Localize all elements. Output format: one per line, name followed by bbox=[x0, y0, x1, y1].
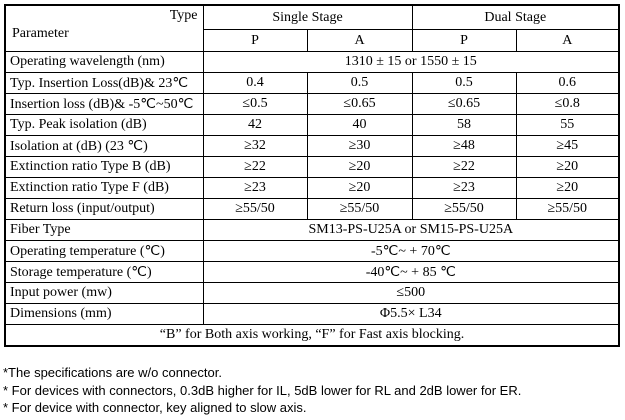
parameter-label: Parameter bbox=[12, 26, 69, 41]
param-label-cell: Operating wavelength (nm) bbox=[4, 51, 204, 73]
value-cell: 0.6 bbox=[515, 72, 620, 94]
value-cell: ≥30 bbox=[306, 135, 413, 157]
merged-value-cell: -5℃~ + 70℃ bbox=[202, 240, 620, 262]
param-label-cell: Storage temperature (℃) bbox=[4, 261, 204, 283]
value-cell: ≥55/50 bbox=[202, 198, 308, 220]
merged-value-cell: SM13-PS-U25A or SM15-PS-U25A bbox=[202, 219, 620, 241]
merged-value-cell: 1310 ± 15 or 1550 ± 15 bbox=[202, 51, 620, 73]
value-cell: 42 bbox=[202, 114, 308, 136]
param-label-cell: Operating temperature (℃) bbox=[4, 240, 204, 262]
footnote-line: * For device with connector, key aligned… bbox=[3, 400, 307, 415]
col-group-single-stage: Single Stage bbox=[202, 4, 413, 31]
value-cell: ≥55/50 bbox=[515, 198, 620, 220]
value-cell: ≥20 bbox=[515, 177, 620, 199]
value-cell: ≥32 bbox=[202, 135, 308, 157]
subcol-header: A bbox=[306, 29, 413, 52]
table-row: Isolation at (dB) (23 ℃) ≥32 ≥30 ≥48 ≥45 bbox=[4, 135, 620, 157]
subcol-header: P bbox=[411, 29, 517, 52]
header-row-groups: Type Parameter Single Stage Dual Stage bbox=[4, 4, 620, 52]
param-label-cell: Input power (mw) bbox=[4, 282, 204, 304]
corner-cell: Type Parameter bbox=[4, 4, 204, 52]
table-row: Dimensions (mm) Φ5.5× L34 bbox=[4, 303, 620, 325]
param-label-cell: Typ. Peak isolation (dB) bbox=[4, 114, 204, 136]
param-label-cell: Isolation at (dB) (23 ℃) bbox=[4, 135, 204, 157]
table-row: Typ. Peak isolation (dB) 42 40 58 55 bbox=[4, 114, 620, 136]
param-label-cell: Extinction ratio Type B (dB) bbox=[4, 156, 204, 178]
value-cell: ≥20 bbox=[306, 156, 413, 178]
table-row: Fiber Type SM13-PS-U25A or SM15-PS-U25A bbox=[4, 219, 620, 241]
table-row: Extinction ratio Type F (dB) ≥23 ≥20 ≥23… bbox=[4, 177, 620, 199]
value-cell: 58 bbox=[411, 114, 517, 136]
table-row: Input power (mw) ≤500 bbox=[4, 282, 620, 304]
value-cell: ≥20 bbox=[306, 177, 413, 199]
value-cell: 55 bbox=[515, 114, 620, 136]
value-cell: ≤0.5 bbox=[202, 93, 308, 115]
param-label-cell: Return loss (input/output) bbox=[4, 198, 204, 220]
footer-note: “B” for Both axis working, “F” for Fast … bbox=[4, 324, 620, 347]
table-row: Return loss (input/output) ≥55/50 ≥55/50… bbox=[4, 198, 620, 220]
value-cell: 40 bbox=[306, 114, 413, 136]
footnotes: *The specifications are w/o connector. *… bbox=[3, 364, 623, 417]
value-cell: ≤0.65 bbox=[306, 93, 413, 115]
footnote-line: *The specifications are w/o connector. bbox=[3, 365, 222, 380]
value-cell: ≥55/50 bbox=[411, 198, 517, 220]
table-row: Operating wavelength (nm) 1310 ± 15 or 1… bbox=[4, 51, 620, 73]
value-cell: ≥45 bbox=[515, 135, 620, 157]
param-label-cell: Insertion loss (dB)& -5℃~50℃ bbox=[4, 93, 204, 115]
value-cell: 0.5 bbox=[411, 72, 517, 94]
value-cell: 0.4 bbox=[202, 72, 308, 94]
merged-value-cell: ≤500 bbox=[202, 282, 620, 304]
value-cell: ≤0.8 bbox=[515, 93, 620, 115]
merged-value-cell: -40℃~ + 85 ℃ bbox=[202, 261, 620, 283]
value-cell: 0.5 bbox=[306, 72, 413, 94]
param-label-cell: Fiber Type bbox=[4, 219, 204, 241]
table-row: Storage temperature (℃) -40℃~ + 85 ℃ bbox=[4, 261, 620, 283]
subcol-header: A bbox=[515, 29, 620, 52]
value-cell: ≥23 bbox=[202, 177, 308, 199]
value-cell: ≥22 bbox=[202, 156, 308, 178]
table-row: Extinction ratio Type B (dB) ≥22 ≥20 ≥22… bbox=[4, 156, 620, 178]
table-footer-row: “B” for Both axis working, “F” for Fast … bbox=[4, 324, 620, 347]
value-cell: ≥23 bbox=[411, 177, 517, 199]
type-label: Type bbox=[169, 8, 198, 23]
param-label-cell: Extinction ratio Type F (dB) bbox=[4, 177, 204, 199]
col-group-dual-stage: Dual Stage bbox=[411, 4, 620, 31]
value-cell: ≤0.65 bbox=[411, 93, 517, 115]
param-label-cell: Dimensions (mm) bbox=[4, 303, 204, 325]
subcol-header: P bbox=[202, 29, 308, 52]
table-row: Typ. Insertion Loss(dB)& 23℃ 0.4 0.5 0.5… bbox=[4, 72, 620, 94]
merged-value-cell: Φ5.5× L34 bbox=[202, 303, 620, 325]
value-cell: ≥55/50 bbox=[306, 198, 413, 220]
param-label-cell: Typ. Insertion Loss(dB)& 23℃ bbox=[4, 72, 204, 94]
footnote-line: * For devices with connectors, 0.3dB hig… bbox=[3, 382, 522, 398]
value-cell: ≥48 bbox=[411, 135, 517, 157]
spec-table: Type Parameter Single Stage Dual Stage P… bbox=[4, 4, 621, 347]
value-cell: ≥22 bbox=[411, 156, 517, 178]
table-row: Operating temperature (℃) -5℃~ + 70℃ bbox=[4, 240, 620, 262]
value-cell: ≥20 bbox=[515, 156, 620, 178]
header-row-subcols: P A P A bbox=[5, 29, 620, 52]
table-row: Insertion loss (dB)& -5℃~50℃ ≤0.5 ≤0.65 … bbox=[4, 93, 620, 115]
